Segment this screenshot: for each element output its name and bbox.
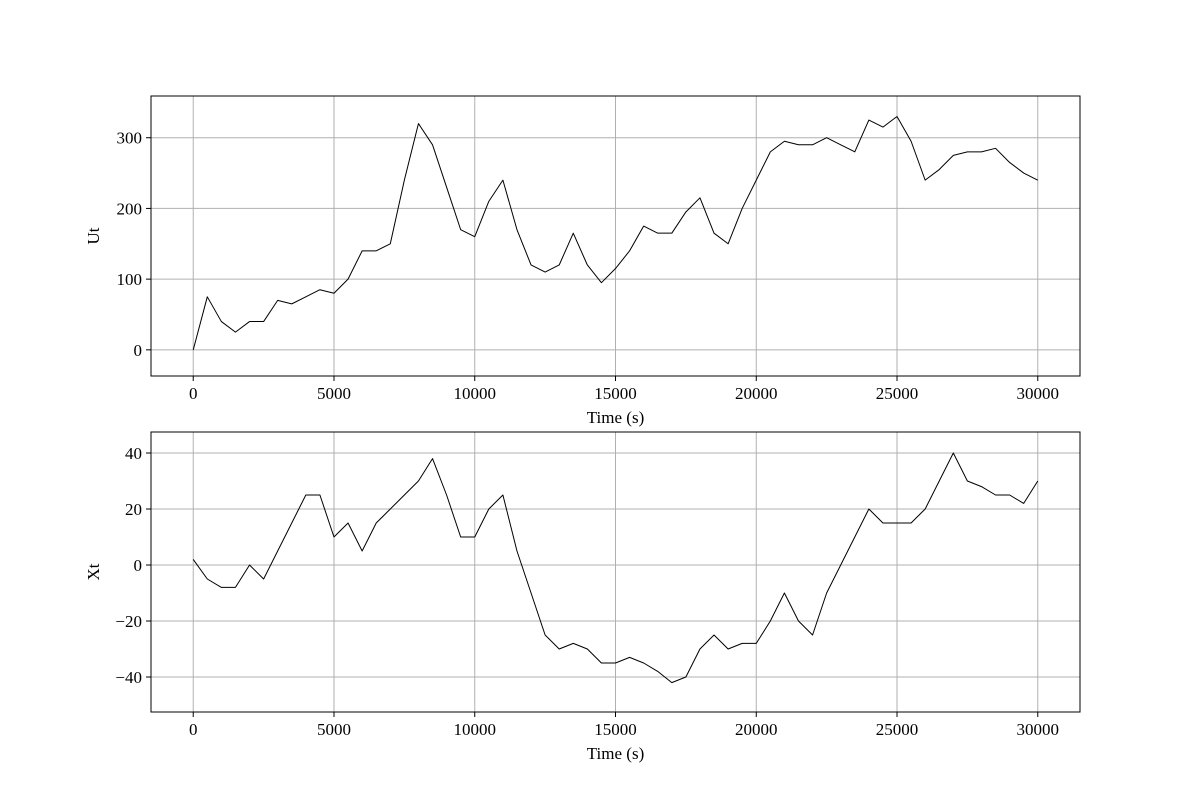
x-tick-label: 25000 xyxy=(876,720,919,739)
x-tick-label: 15000 xyxy=(594,384,637,403)
x-tick-label: 15000 xyxy=(594,720,637,739)
x-tick-label: 30000 xyxy=(1017,384,1060,403)
x-tick-label: 20000 xyxy=(735,384,778,403)
x-axis-label: Time (s) xyxy=(587,408,644,427)
x-tick-label: 5000 xyxy=(317,384,351,403)
x-tick-label: 5000 xyxy=(317,720,351,739)
x-tick-label: 30000 xyxy=(1017,720,1060,739)
y-tick-label: 20 xyxy=(125,500,142,519)
y-tick-label: 0 xyxy=(134,556,143,575)
x-axis-label: Time (s) xyxy=(587,744,644,763)
data-line xyxy=(192,116,1038,350)
x-tick-label: 0 xyxy=(189,384,198,403)
x-tick-label: 10000 xyxy=(453,384,496,403)
y-axis-label: Ut xyxy=(84,227,103,244)
y-tick-label: 200 xyxy=(117,199,143,218)
x-tick-label: 25000 xyxy=(876,384,919,403)
y-tick-label: 100 xyxy=(117,270,143,289)
x-tick-label: 0 xyxy=(189,720,198,739)
y-axis-label: Xt xyxy=(84,563,103,580)
y-tick-label: 40 xyxy=(125,444,142,463)
y-tick-label: 0 xyxy=(134,341,143,360)
plot-frame xyxy=(150,431,1081,713)
x-tick-label: 20000 xyxy=(735,720,778,739)
data-line xyxy=(192,452,1039,684)
plot-frame xyxy=(150,95,1081,377)
y-tick-label: 300 xyxy=(117,129,143,148)
y-tick-label: −40 xyxy=(115,668,142,687)
x-tick-label: 10000 xyxy=(453,720,496,739)
y-tick-label: −20 xyxy=(115,612,142,631)
